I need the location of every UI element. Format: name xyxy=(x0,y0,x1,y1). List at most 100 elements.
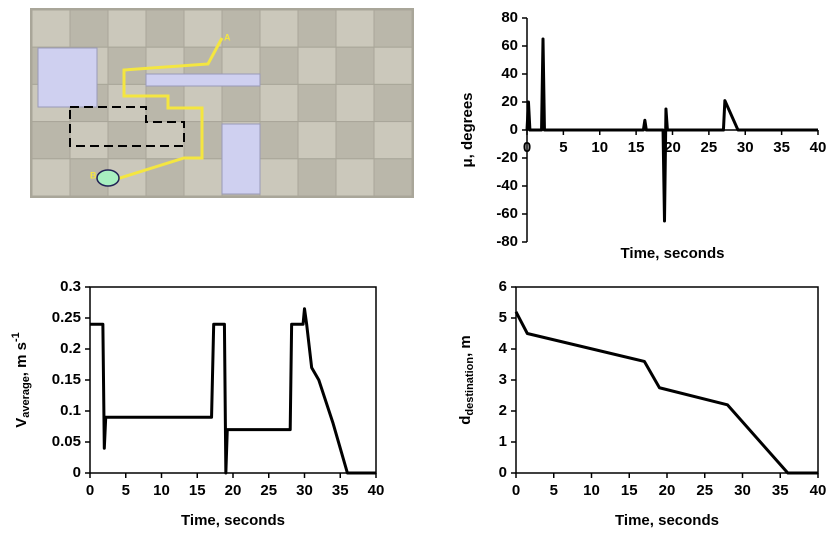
y-tick-label: 1 xyxy=(499,433,507,450)
data-line xyxy=(90,307,376,475)
obstacle xyxy=(221,123,261,195)
x-tick-label: 30 xyxy=(737,139,754,156)
x-tick-label: 30 xyxy=(296,482,313,499)
y-tick-label: 0 xyxy=(73,464,81,481)
tile xyxy=(145,83,185,123)
start-label: B xyxy=(90,170,97,180)
y-tick-label: -40 xyxy=(496,177,518,194)
tile xyxy=(335,158,375,197)
tile xyxy=(145,121,185,160)
dashed-zone xyxy=(69,106,185,147)
y-tick-label: 2 xyxy=(499,402,507,419)
x-tick-label: 5 xyxy=(559,139,567,156)
tile xyxy=(107,9,147,48)
map: A B xyxy=(30,8,414,198)
y-tick-label: -80 xyxy=(496,233,518,250)
tile xyxy=(31,158,71,197)
tile xyxy=(335,121,375,160)
x-tick-label: 20 xyxy=(225,482,242,499)
tile xyxy=(297,158,337,197)
x-tick-label: 20 xyxy=(659,482,676,499)
x-tick-label: 15 xyxy=(621,482,638,499)
x-axis-label: Time, seconds xyxy=(621,245,725,262)
y-tick-label: 3 xyxy=(499,371,507,388)
y-tick-label: -60 xyxy=(496,205,518,222)
tile xyxy=(145,9,185,48)
y-tick-label: 0.05 xyxy=(52,433,81,450)
y-label-main: d xyxy=(457,416,474,425)
x-tick-label: 0 xyxy=(523,139,531,156)
y-tick-label: 4 xyxy=(499,340,508,357)
tile xyxy=(373,83,413,123)
tile xyxy=(297,46,337,85)
data-line xyxy=(525,37,818,223)
robot xyxy=(96,169,120,187)
tile xyxy=(259,158,299,197)
x-tick-label: 35 xyxy=(772,482,789,499)
y-tick-label: 6 xyxy=(499,278,507,295)
y-tick-label: 0.1 xyxy=(60,402,81,419)
x-tick-label: 30 xyxy=(734,482,751,499)
robot-path xyxy=(98,37,224,180)
y-tick-label: 60 xyxy=(501,37,518,54)
y-tick-label: 0.3 xyxy=(60,278,81,295)
tile xyxy=(373,9,413,48)
x-tick-label: 20 xyxy=(664,139,681,156)
y-tick-label: 80 xyxy=(501,9,518,26)
y-tick-label: 0 xyxy=(499,464,507,481)
plot-frame xyxy=(515,286,819,474)
tile xyxy=(297,9,337,48)
x-tick-label: 5 xyxy=(550,482,558,499)
y-axis-label: Vaverage, m s-1 xyxy=(10,332,32,428)
tile xyxy=(31,9,71,48)
x-tick-label: 25 xyxy=(696,482,713,499)
floor-tiles xyxy=(31,9,413,197)
x-tick-label: 40 xyxy=(810,482,827,499)
x-tick-label: 5 xyxy=(122,482,130,499)
y-axis-label: μ, degrees xyxy=(459,92,476,167)
tile xyxy=(373,121,413,160)
x-tick-label: 15 xyxy=(628,139,645,156)
tile xyxy=(373,46,413,85)
x-tick-label: 0 xyxy=(86,482,94,499)
y-tick-label: 0 xyxy=(510,121,518,138)
tile xyxy=(183,158,223,197)
x-tick-label: 35 xyxy=(332,482,349,499)
tile xyxy=(335,9,375,48)
x-axis-label: Time, seconds xyxy=(615,512,719,529)
tile xyxy=(69,9,109,48)
y-axis-label: ddestination, m xyxy=(457,335,476,425)
end-label: A xyxy=(224,32,231,42)
x-tick-label: 10 xyxy=(591,139,608,156)
y-tick-label: 20 xyxy=(501,93,518,110)
tile xyxy=(259,46,299,85)
y-label-rest: , m xyxy=(457,335,474,357)
tile xyxy=(31,121,71,160)
obstacle xyxy=(37,47,98,108)
obstacle xyxy=(145,73,261,87)
y-label-sup: -1 xyxy=(10,332,22,342)
x-tick-label: 40 xyxy=(368,482,385,499)
y-label-sub: destination xyxy=(464,357,476,416)
plot-frame xyxy=(89,286,377,474)
tile xyxy=(107,83,147,123)
tile xyxy=(69,121,109,160)
y-label-main: V xyxy=(13,418,30,428)
y-tick-label: -20 xyxy=(496,149,518,166)
tile xyxy=(373,158,413,197)
tile xyxy=(259,121,299,160)
tile xyxy=(335,83,375,123)
x-tick-label: 15 xyxy=(189,482,206,499)
tile xyxy=(107,121,147,160)
tile xyxy=(297,83,337,123)
tile xyxy=(335,46,375,85)
x-tick-label: 10 xyxy=(583,482,600,499)
tile xyxy=(221,83,261,123)
y-label-sub: average xyxy=(20,376,32,418)
tile xyxy=(107,46,147,85)
x-tick-label: 10 xyxy=(153,482,170,499)
x-tick-label: 35 xyxy=(773,139,790,156)
y-tick-label: 0.15 xyxy=(52,371,81,388)
x-tick-label: 0 xyxy=(512,482,520,499)
y-label-rest: , m s xyxy=(13,342,30,376)
